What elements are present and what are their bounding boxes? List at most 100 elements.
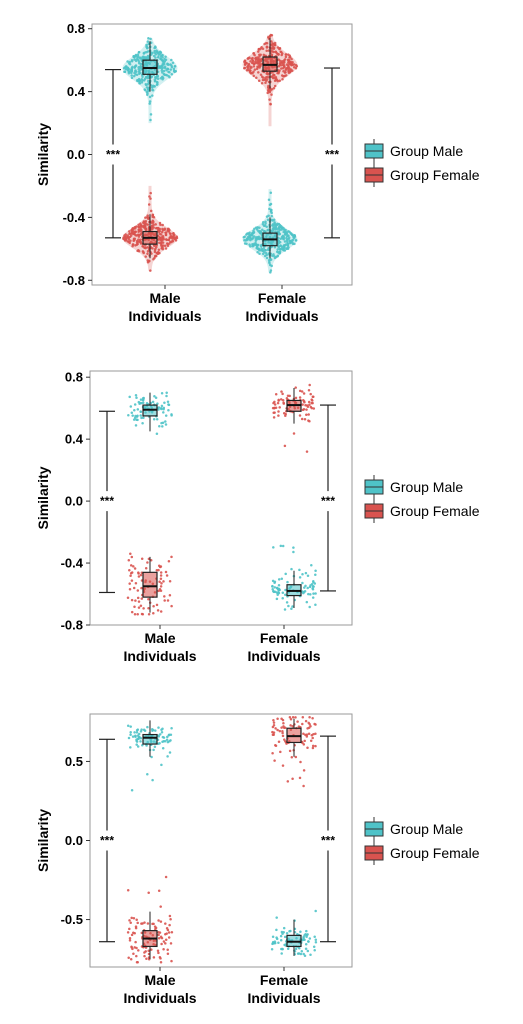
data-point [160,391,164,395]
data-point [166,948,169,951]
data-point [165,932,168,935]
data-point [257,58,260,62]
data-point [135,954,138,958]
data-point [275,597,279,601]
data-point [271,730,274,734]
data-point [312,592,315,595]
data-point [277,72,280,75]
significance-bracket: *** [99,410,115,594]
data-point [138,71,142,75]
data-point [269,258,273,261]
significance-label: *** [325,148,339,162]
data-point [159,577,163,580]
data-point [154,254,158,258]
data-point [164,420,167,423]
data-point [301,573,304,576]
series-group [126,552,173,616]
data-point [160,58,164,62]
data-point [290,567,293,571]
data-point [139,224,143,227]
data-point [253,227,256,230]
data-point [273,227,276,230]
data-point [259,243,263,247]
data-point [243,235,246,239]
series-group [126,720,173,792]
data-point [133,237,137,240]
data-point [248,236,251,239]
data-point [134,73,137,76]
data-point [161,421,165,424]
data-point [279,247,282,251]
data-point [141,744,144,747]
data-point [129,731,132,734]
data-point [307,413,310,416]
data-point [300,390,304,393]
data-point [134,582,138,585]
data-point [273,245,277,249]
data-point [127,559,131,562]
data-point [309,405,313,409]
data-point [307,389,311,392]
data-point [155,80,159,84]
data-point [161,241,165,244]
data-point [123,66,127,69]
data-point [165,738,169,742]
data-point [144,255,147,258]
data-point [306,746,309,750]
data-point [158,232,161,236]
data-point [126,889,130,892]
data-point [279,750,282,754]
data-point [267,258,271,262]
x-category-label: Male [144,630,175,646]
data-point [270,33,274,37]
data-point [276,728,279,732]
data-point [305,735,309,738]
data-point [161,56,164,59]
data-point [281,591,285,595]
data-point [139,398,143,401]
data-point [159,920,163,923]
data-point [130,59,134,62]
data-point [130,66,134,70]
data-point [261,222,265,226]
data-point [274,75,278,79]
data-point [137,575,141,578]
data-point [149,37,152,41]
data-point [294,947,298,951]
data-point [128,582,131,585]
data-point [139,410,142,413]
data-point [272,73,275,77]
data-point [157,930,160,934]
data-point [297,952,301,955]
data-point [292,66,296,69]
data-point [251,233,254,236]
data-point [157,919,160,922]
data-point [155,244,158,247]
data-point [128,232,131,236]
data-point [278,79,281,82]
data-point [273,222,276,225]
data-point [162,736,166,739]
data-point [167,409,170,412]
data-point [149,197,152,200]
data-point [127,414,130,417]
y-tick-label: 0.8 [67,21,85,36]
data-point [144,82,148,86]
y-tick-label: 0.0 [65,833,83,848]
data-point [172,69,176,73]
data-point [310,583,314,586]
data-point [168,739,171,743]
data-point [314,909,317,913]
data-point [168,232,172,235]
data-point [150,948,153,951]
data-point [254,239,258,242]
data-point [140,228,143,232]
data-point [255,76,258,80]
data-point [260,75,264,78]
data-point [133,946,136,949]
data-point [161,223,164,227]
data-point [147,949,150,953]
data-point [167,931,171,934]
data-point [281,398,285,402]
data-point [284,53,288,56]
